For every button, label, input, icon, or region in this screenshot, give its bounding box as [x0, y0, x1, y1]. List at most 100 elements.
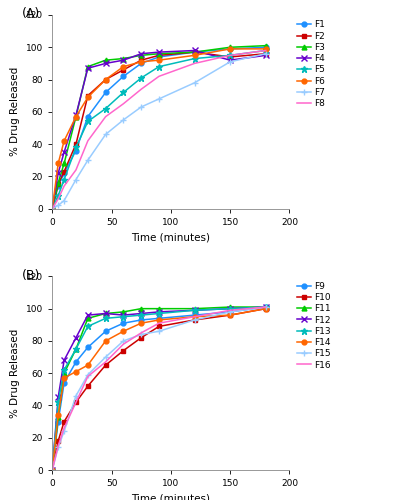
- F9: [85, 344, 90, 350]
- F3: [192, 49, 196, 55]
- F14: [61, 375, 66, 381]
- Line: F10: F10: [50, 306, 267, 472]
- Text: (B): (B): [21, 268, 40, 281]
- F1: [156, 54, 161, 60]
- F9: [103, 328, 108, 334]
- F10: [85, 383, 90, 389]
- F16: [56, 443, 61, 449]
- F10: [156, 324, 161, 330]
- F8: [56, 196, 61, 202]
- F3: [121, 56, 126, 62]
- F7: [85, 157, 90, 163]
- F1: [263, 44, 267, 51]
- F9: [61, 380, 66, 386]
- F12: [156, 309, 161, 315]
- F10: [138, 334, 143, 340]
- F4: [73, 112, 78, 118]
- F11: [50, 467, 55, 473]
- F4: [121, 57, 126, 63]
- F5: [85, 118, 90, 124]
- F5: [192, 56, 196, 62]
- F9: [156, 316, 161, 322]
- F5: [227, 52, 232, 59]
- F10: [73, 399, 78, 405]
- F4: [85, 65, 90, 71]
- F16: [61, 425, 66, 431]
- F5: [50, 206, 55, 212]
- F3: [138, 52, 143, 59]
- F10: [121, 348, 126, 354]
- F3: [61, 160, 66, 166]
- F4: [56, 170, 61, 176]
- F3: [50, 206, 55, 212]
- F8: [192, 60, 196, 66]
- Line: F14: F14: [50, 306, 267, 472]
- Y-axis label: % Drug Released: % Drug Released: [10, 67, 20, 156]
- F15: [103, 354, 108, 360]
- F11: [103, 310, 108, 316]
- F7: [56, 202, 61, 208]
- Line: F4: F4: [49, 48, 268, 211]
- F6: [73, 114, 78, 119]
- F2: [263, 50, 267, 56]
- F12: [85, 312, 90, 318]
- F6: [192, 52, 196, 59]
- F2: [61, 168, 66, 174]
- F2: [103, 76, 108, 82]
- F9: [73, 359, 78, 365]
- F10: [227, 312, 232, 318]
- Line: F7: F7: [49, 50, 269, 212]
- Line: F6: F6: [50, 46, 267, 211]
- F8: [73, 167, 78, 173]
- F12: [263, 304, 267, 310]
- F9: [56, 418, 61, 424]
- F1: [61, 170, 66, 176]
- F7: [50, 206, 55, 212]
- Line: F15: F15: [49, 304, 269, 474]
- Text: (A): (A): [21, 8, 40, 20]
- F2: [192, 49, 196, 55]
- F14: [85, 362, 90, 368]
- F12: [227, 306, 232, 312]
- Line: F13: F13: [49, 304, 269, 474]
- Line: F1: F1: [50, 45, 267, 211]
- F13: [121, 314, 126, 320]
- F4: [103, 60, 108, 66]
- F6: [56, 160, 61, 166]
- F11: [121, 309, 126, 315]
- F16: [103, 359, 108, 365]
- F9: [263, 304, 267, 310]
- F12: [121, 312, 126, 318]
- F15: [61, 428, 66, 434]
- F14: [156, 317, 161, 323]
- F9: [138, 317, 143, 323]
- F16: [263, 304, 267, 310]
- F5: [138, 75, 143, 81]
- F5: [73, 144, 78, 150]
- F6: [156, 57, 161, 63]
- F10: [263, 306, 267, 312]
- Legend: F1, F2, F3, F4, F5, F6, F7, F8: F1, F2, F3, F4, F5, F6, F7, F8: [296, 20, 325, 109]
- F12: [138, 310, 143, 316]
- F9: [50, 467, 55, 473]
- F14: [50, 467, 55, 473]
- F15: [156, 328, 161, 334]
- F16: [227, 308, 232, 314]
- F10: [103, 362, 108, 368]
- F14: [103, 338, 108, 344]
- F4: [138, 50, 143, 56]
- F15: [263, 304, 267, 310]
- F7: [121, 117, 126, 123]
- F6: [263, 46, 267, 52]
- F14: [192, 314, 196, 320]
- F15: [50, 467, 55, 473]
- F6: [227, 46, 232, 52]
- Line: F12: F12: [49, 304, 268, 473]
- F11: [85, 316, 90, 322]
- F1: [227, 46, 232, 52]
- Line: F2: F2: [50, 50, 267, 211]
- F2: [121, 67, 126, 73]
- F14: [138, 320, 143, 326]
- F1: [121, 74, 126, 80]
- F16: [85, 374, 90, 380]
